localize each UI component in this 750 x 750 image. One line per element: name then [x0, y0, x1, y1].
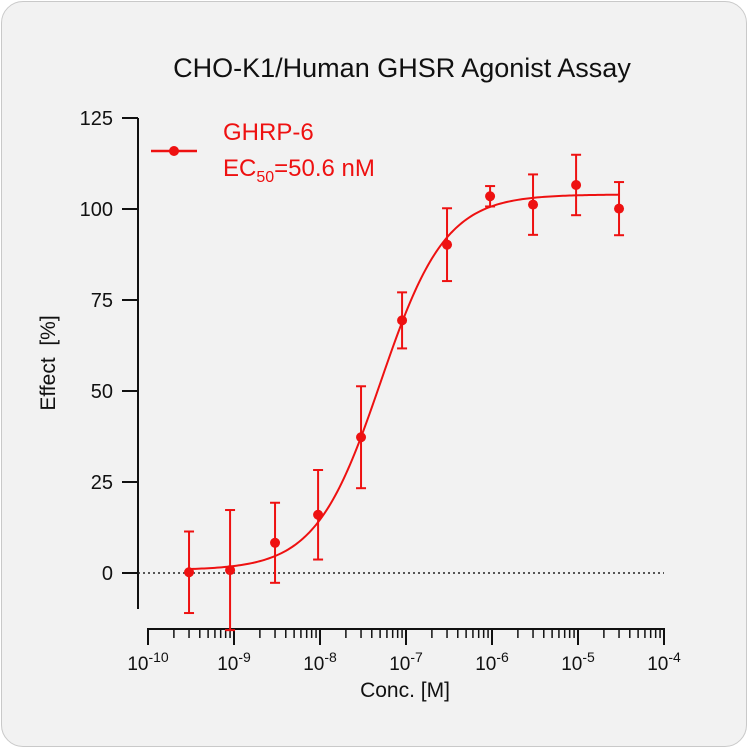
legend-ec50-subscript: 50	[256, 169, 274, 186]
data-point	[184, 530, 195, 615]
point-marker	[397, 315, 408, 326]
data-point	[397, 291, 408, 350]
y-tick-label: 50	[91, 381, 113, 403]
legend-marker	[169, 146, 179, 156]
y-axis-label: Effect [%]	[37, 315, 60, 410]
x-tick-label: 10-9	[217, 649, 251, 675]
chart-title: CHO-K1/Human GHSR Agonist Assay	[173, 53, 631, 83]
legend-ec50-value: =50.6 nM	[274, 155, 375, 182]
data-point	[442, 207, 453, 283]
data-point	[485, 185, 496, 208]
x-axis-label: Conc. [M]	[360, 679, 450, 702]
y-axis-ticks: 0 25 50 75 100 125	[80, 108, 138, 585]
y-tick-label: 75	[91, 290, 113, 312]
point-marker	[225, 565, 236, 576]
x-tick-label: 10-10	[127, 649, 169, 675]
x-tick-label: 10-7	[389, 649, 423, 675]
point-marker	[614, 203, 625, 214]
point-marker	[270, 537, 281, 548]
point-marker	[356, 432, 367, 443]
data-point	[571, 153, 582, 217]
y-tick-label: 125	[80, 108, 113, 130]
x-tick-label: 10-8	[303, 649, 337, 675]
y-tick-label: 0	[102, 563, 113, 585]
point-marker	[485, 191, 496, 202]
point-marker	[571, 179, 582, 190]
x-tick-label: 10-5	[561, 649, 595, 675]
legend-series-name: GHRP-6	[223, 119, 314, 146]
point-marker	[528, 199, 539, 210]
x-tick-label: 10-4	[647, 649, 681, 675]
data-point	[614, 181, 625, 237]
data-point	[313, 468, 324, 561]
legend-ec50: EC50=50.6 nM	[223, 155, 375, 186]
point-marker	[313, 509, 324, 520]
data-point	[270, 501, 281, 584]
data-points-ghrp-6	[184, 153, 625, 632]
y-tick-label: 25	[91, 472, 113, 494]
x-tick-label: 10-6	[475, 649, 509, 675]
point-marker	[184, 567, 195, 578]
data-point	[528, 173, 539, 236]
y-tick-label: 100	[80, 199, 113, 221]
point-marker	[442, 239, 453, 250]
x-axis-ticks: 10-10 10-9 10-8 10-7 10-6 10-5 10-4	[127, 629, 681, 675]
legend: GHRP-6 EC50=50.6 nM	[151, 119, 375, 186]
data-point	[225, 509, 236, 632]
data-point	[356, 385, 367, 490]
legend-ec50-prefix: EC	[223, 155, 256, 182]
fit-curve-ghrp-6	[188, 193, 620, 571]
